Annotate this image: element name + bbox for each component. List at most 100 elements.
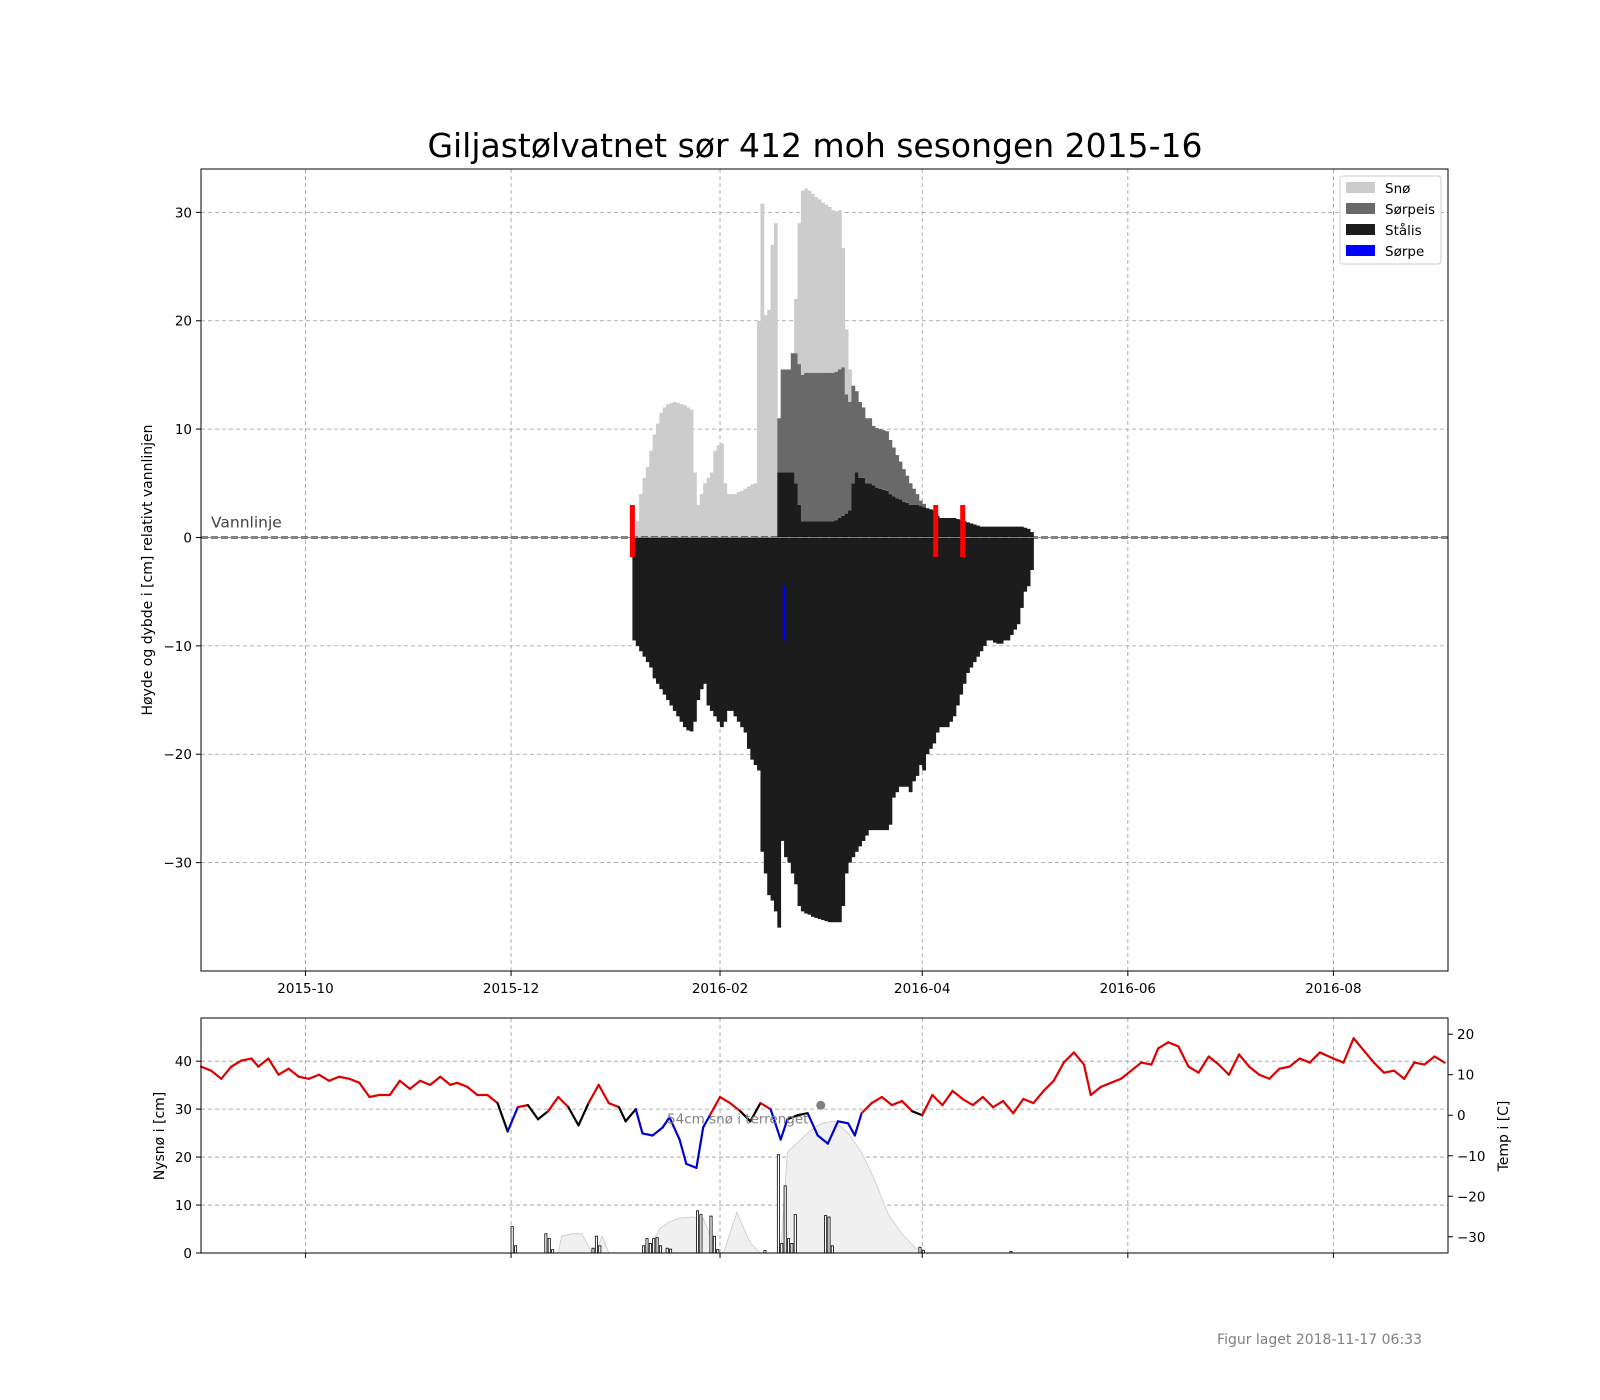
- temperature-segment: [429, 1075, 442, 1086]
- sorpeis-bar: [881, 430, 886, 490]
- weather-ytick-left-label: 30: [175, 1102, 192, 1118]
- weather-ytick-right-label: 10: [1457, 1068, 1474, 1084]
- stalis-bar: [817, 521, 822, 919]
- temperature-segment: [1217, 1063, 1231, 1076]
- sno-bar: [844, 329, 849, 395]
- sno-bar: [655, 423, 660, 538]
- stalis-bar: [703, 537, 707, 684]
- main-annotations: Vannlinje: [201, 504, 1448, 641]
- stalis-bar: [1023, 527, 1028, 592]
- stalis-bar: [881, 489, 886, 831]
- sorpeis-bar: [794, 353, 798, 484]
- new-snow-bar: [716, 1249, 720, 1254]
- stalis-bar: [676, 537, 680, 717]
- sorpeis-bar: [912, 488, 916, 505]
- sorpeis-bar: [814, 372, 819, 522]
- temperature-segment: [607, 1101, 621, 1109]
- new-snow-bar: [551, 1249, 555, 1254]
- stalis-bar: [993, 526, 997, 643]
- temperature-segment: [567, 1106, 580, 1127]
- sno-bar: [848, 369, 852, 403]
- temperature-segment: [1099, 1081, 1113, 1088]
- temperature-segment: [1119, 1069, 1133, 1080]
- stalis-bar: [639, 537, 643, 652]
- stalis-bar: [740, 537, 745, 728]
- new-snow-bar: [696, 1210, 700, 1254]
- ice-bars: [632, 188, 1034, 928]
- sorpeis-bar: [868, 418, 873, 484]
- temperature-segment: [240, 1057, 253, 1062]
- sno-bar: [834, 211, 839, 372]
- sorpeis-bar: [787, 369, 792, 473]
- new-snow-bar: [547, 1238, 551, 1254]
- temperature-segment: [1392, 1069, 1406, 1080]
- temperature-segment: [597, 1083, 610, 1105]
- stalis-bar: [854, 472, 859, 852]
- weather-panel: 54cm snø i terrenget 0 10 20 30 40 20 10 0 −10 −2…: [152, 1017, 1512, 1262]
- stalis-bar: [649, 537, 654, 668]
- sno-bar: [753, 483, 758, 538]
- temperature-segment: [1140, 1061, 1153, 1066]
- temperature-segment: [739, 1110, 752, 1123]
- temperature-segment: [257, 1057, 270, 1068]
- sno-bar: [821, 202, 825, 373]
- sno-bar: [689, 409, 694, 538]
- stalis-bar: [679, 537, 684, 722]
- temperature-segment: [1382, 1069, 1396, 1074]
- new-snow-bar: [658, 1245, 662, 1254]
- weather-ylabel-right: Temp i [C]: [1496, 1101, 1512, 1173]
- sorpeis-bar: [922, 503, 927, 508]
- stalis-bar: [655, 537, 660, 684]
- stalis-bar: [1009, 526, 1014, 636]
- stalis-bar: [878, 488, 883, 831]
- sno-bar: [716, 445, 721, 538]
- stalis-bar: [642, 537, 647, 657]
- sno-bar: [662, 407, 667, 538]
- temperature-segment: [1308, 1051, 1322, 1064]
- sno-bar: [709, 472, 714, 538]
- temperature-segment: [921, 1093, 934, 1117]
- stalis-bar: [716, 537, 721, 722]
- stalis-bar: [746, 537, 751, 749]
- sno-bar: [679, 404, 684, 538]
- stalis-bar: [952, 517, 957, 717]
- stalis-bar: [966, 522, 970, 673]
- stalis-bar: [757, 537, 761, 771]
- temperature-segment: [307, 1073, 321, 1080]
- sorpeis-bar: [831, 372, 836, 522]
- sorpeis-bar: [885, 431, 889, 491]
- temperature-segment: [1157, 1041, 1170, 1050]
- stalis-bar: [969, 523, 974, 668]
- max-snow-label: 54cm snø i terrenget: [667, 1111, 808, 1127]
- new-snow-bar: [776, 1154, 780, 1254]
- temperature-segment: [1032, 1089, 1045, 1105]
- stalis-bar: [925, 508, 930, 755]
- temperature-segment: [1197, 1055, 1210, 1074]
- sorpeis-bar: [848, 402, 852, 511]
- stalis-bar: [706, 537, 711, 706]
- stalis-bar: [955, 519, 960, 706]
- stalis-bar: [821, 521, 825, 921]
- stalis-bar: [959, 520, 964, 695]
- main-xtick-label: 2016-06: [1100, 981, 1156, 997]
- sno-bar: [814, 197, 819, 373]
- stalis-bar: [949, 517, 953, 722]
- temperature-segment: [1022, 1097, 1035, 1105]
- sno-bar: [676, 403, 680, 538]
- temperature-segment: [230, 1059, 243, 1068]
- sorpeis-bar: [780, 369, 785, 473]
- stalis-bar: [733, 537, 738, 717]
- new-snow-bar: [594, 1235, 598, 1254]
- stalis-bar: [827, 521, 832, 923]
- temperature-segment: [1002, 1099, 1015, 1115]
- temperature-segment: [685, 1162, 698, 1170]
- temperature-segment: [1130, 1061, 1143, 1072]
- new-snow-bar: [830, 1245, 834, 1254]
- temperature-segment: [1423, 1055, 1436, 1066]
- stalis-bar: [922, 507, 927, 771]
- temperature-segment: [439, 1075, 452, 1086]
- temperature-segment: [449, 1081, 459, 1086]
- temperature-segment: [880, 1095, 894, 1107]
- new-snow-bar: [544, 1233, 548, 1254]
- stalis-bar: [696, 537, 701, 701]
